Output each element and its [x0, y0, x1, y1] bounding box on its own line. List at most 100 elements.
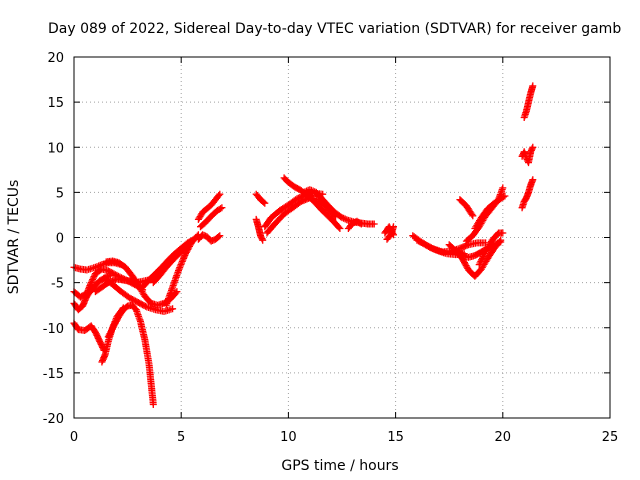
data-point: [529, 82, 537, 90]
data-point: [459, 256, 467, 264]
data-point: [497, 238, 505, 246]
data-point: [142, 302, 149, 310]
y-tick-label: 10: [47, 141, 64, 156]
series-track-13: [149, 237, 196, 287]
data-point: [169, 305, 177, 313]
data-point: [108, 327, 115, 334]
data-point: [99, 343, 107, 351]
data-point: [89, 274, 97, 282]
data-point: [258, 235, 266, 243]
data-point: [93, 331, 101, 339]
data-point: [215, 233, 223, 241]
data-point: [182, 248, 190, 256]
data-point: [499, 229, 507, 237]
data-point: [335, 223, 343, 231]
data-point: [87, 279, 95, 287]
data-point: [527, 148, 535, 156]
y-tick-label: -15: [43, 367, 64, 382]
y-tick-label: -5: [51, 277, 64, 292]
data-point: [357, 220, 365, 228]
y-tick-label: 15: [47, 96, 64, 111]
data-point: [390, 223, 397, 231]
y-tick-label: -10: [43, 322, 64, 337]
data-point: [341, 215, 349, 223]
data-point: [216, 190, 224, 198]
data-point: [257, 232, 264, 240]
series-track-25: [383, 223, 397, 243]
data-point: [215, 192, 223, 199]
data-point: [309, 187, 317, 195]
data-point: [479, 253, 487, 261]
series-track-12: [162, 231, 202, 309]
series-track-36: [518, 176, 537, 212]
data-point: [493, 239, 501, 247]
series-track-23: [344, 217, 365, 232]
data-point: [303, 187, 311, 195]
x-tick-label: 10: [280, 430, 297, 445]
data-point: [343, 216, 351, 224]
data-point: [340, 214, 348, 222]
data-point: [106, 330, 114, 338]
series-track-18: [252, 215, 267, 244]
x-tick-label: 15: [387, 430, 404, 445]
data-point: [91, 263, 99, 271]
y-axis-label: SDTVAR / TECUs: [6, 180, 22, 295]
data-point: [87, 280, 94, 288]
data-point: [187, 238, 195, 246]
series-track-17: [252, 190, 269, 207]
y-tick-label: -20: [43, 412, 64, 427]
series-track-31: [462, 184, 507, 245]
data-point: [89, 276, 97, 284]
data-point: [176, 262, 184, 270]
x-tick-label: 20: [495, 430, 512, 445]
data-point: [105, 331, 113, 339]
y-axis-ticks: -20 -15 -10 -5 0 5 10 15 20: [43, 51, 610, 427]
data-point: [218, 204, 226, 212]
data-point: [478, 254, 486, 262]
data-point: [485, 242, 493, 250]
series-track-16: [194, 231, 224, 245]
series-track-21: [280, 174, 344, 232]
data-point: [94, 334, 102, 342]
series-track-15: [197, 204, 226, 231]
data-point: [188, 237, 196, 245]
y-tick-label: 0: [56, 232, 64, 247]
data-point: [100, 352, 108, 360]
data-point: [458, 251, 466, 259]
data-point: [370, 220, 378, 228]
data-point: [217, 205, 224, 213]
data-point: [477, 257, 485, 265]
data-point: [181, 251, 189, 259]
data-point: [529, 143, 537, 151]
data-point: [476, 259, 484, 267]
data-point: [480, 251, 488, 259]
chart-title: Day 089 of 2022, Sidereal Day-to-day VTE…: [48, 21, 621, 37]
data-point: [104, 333, 112, 341]
data-point: [108, 325, 116, 333]
data-point: [96, 339, 104, 347]
data-point: [338, 214, 346, 222]
series-track-22: [299, 186, 378, 228]
data-point: [460, 251, 468, 259]
data-point: [216, 232, 224, 240]
data-point: [260, 198, 268, 206]
series-track-34: [520, 82, 537, 121]
series-track-3: [70, 271, 114, 314]
data-point: [179, 256, 187, 264]
series-track-35: [518, 143, 537, 167]
plot-frame: [73, 56, 611, 419]
data-point: [301, 188, 309, 196]
data-point: [178, 259, 186, 267]
data-point: [336, 225, 344, 232]
series-track-32: [475, 229, 507, 269]
x-tick-label: 0: [70, 430, 78, 445]
y-tick-label: 5: [56, 186, 64, 201]
series-track-33: [456, 196, 477, 220]
series-track-9: [100, 274, 177, 315]
data-point: [478, 256, 486, 264]
data-point: [95, 336, 103, 344]
data-point: [88, 277, 96, 285]
data-point: [90, 273, 98, 281]
data-point: [461, 260, 469, 268]
